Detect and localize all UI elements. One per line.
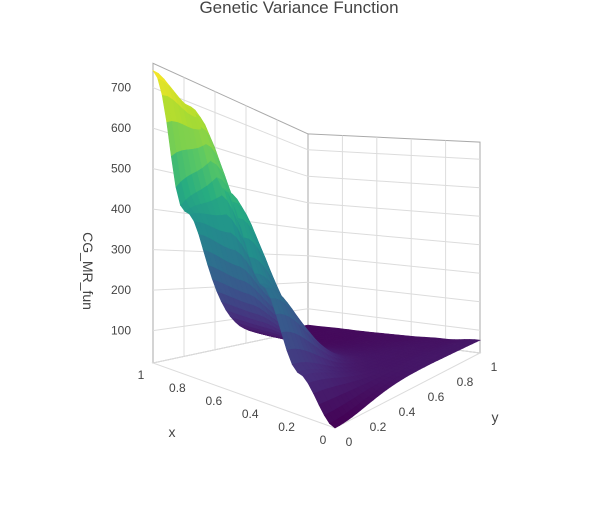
x-axis-title: x xyxy=(169,424,176,440)
chart-title: Genetic Variance Function xyxy=(199,0,398,17)
x-tick-label: 0.2 xyxy=(278,420,295,434)
y-tick-label: 0.6 xyxy=(428,390,445,404)
x-tick-label: 0 xyxy=(320,433,327,447)
grid-line-right-h xyxy=(307,228,481,246)
z-tick-label: 200 xyxy=(111,283,131,297)
z-tick-label: 600 xyxy=(111,121,131,135)
surface-plot[interactable] xyxy=(152,69,482,429)
x-tick-label: 0.8 xyxy=(169,381,186,395)
grid-line-right-h xyxy=(307,149,481,160)
grid-line-right-h xyxy=(307,202,481,217)
z-tick-label: 100 xyxy=(111,324,131,338)
z-tick-label: 700 xyxy=(111,81,131,95)
z-tick-label: 500 xyxy=(111,162,131,176)
y-axis-title: y xyxy=(492,409,499,425)
x-tick-label: 1 xyxy=(138,368,145,382)
y-tick-label: 0.2 xyxy=(370,420,387,434)
x-tick-label: 0.6 xyxy=(205,394,222,408)
grid-line-right-h xyxy=(307,308,481,331)
z-axis-title: CG_MR_fun xyxy=(80,232,96,310)
tick-labels: 100 200 300 400 500 600 700 0 0.2 0.4 0.6 0.8 1 0 0.2 0… xyxy=(111,81,498,449)
grid-line-right-h xyxy=(307,281,481,303)
y-tick-label: 0.4 xyxy=(399,405,416,419)
grid-line-right-h xyxy=(307,175,481,189)
x-tick-label: 0.4 xyxy=(242,407,259,421)
y-tick-label: 0.8 xyxy=(457,375,474,389)
grid-line-right-h xyxy=(307,255,481,274)
y-tick-label: 0 xyxy=(346,435,353,449)
z-tick-label: 400 xyxy=(111,202,131,216)
wall-y1 xyxy=(307,133,481,354)
y-tick-label: 1 xyxy=(491,360,498,374)
surface-cell xyxy=(329,420,340,429)
z-tick-label: 300 xyxy=(111,243,131,257)
